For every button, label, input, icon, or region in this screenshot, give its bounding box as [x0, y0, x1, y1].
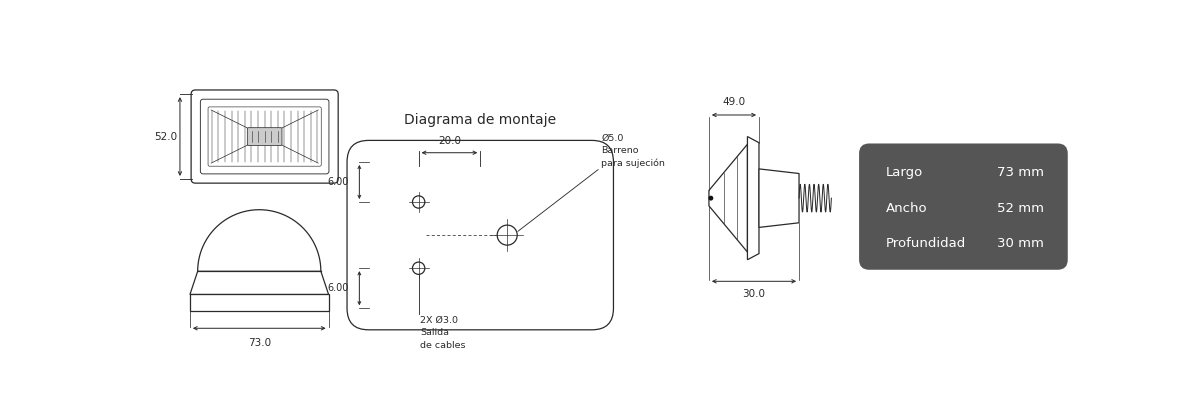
- FancyBboxPatch shape: [859, 144, 1068, 270]
- FancyBboxPatch shape: [191, 90, 338, 183]
- FancyBboxPatch shape: [200, 99, 329, 174]
- Text: 30.0: 30.0: [743, 289, 766, 299]
- Text: 6.00: 6.00: [328, 177, 348, 187]
- Polygon shape: [190, 271, 329, 294]
- Text: Ø5.0
Barreno
para sujeción: Ø5.0 Barreno para sujeción: [601, 133, 665, 168]
- Circle shape: [413, 196, 425, 208]
- Polygon shape: [190, 294, 329, 311]
- FancyBboxPatch shape: [208, 107, 322, 166]
- Text: 30 mm: 30 mm: [997, 237, 1044, 250]
- Text: 49.0: 49.0: [722, 97, 745, 107]
- FancyBboxPatch shape: [347, 140, 613, 330]
- Text: 52 mm: 52 mm: [997, 202, 1044, 215]
- FancyBboxPatch shape: [247, 128, 282, 146]
- Text: Ancho: Ancho: [886, 202, 928, 215]
- Polygon shape: [709, 144, 748, 252]
- Circle shape: [413, 262, 425, 274]
- Text: 2X Ø3.0
Salida
de cables: 2X Ø3.0 Salida de cables: [420, 316, 466, 350]
- Polygon shape: [758, 169, 799, 228]
- Text: 6.00: 6.00: [328, 283, 348, 293]
- Polygon shape: [748, 136, 758, 260]
- Text: 20.0: 20.0: [438, 136, 461, 146]
- Text: Largo: Largo: [886, 166, 923, 180]
- Text: 52.0: 52.0: [155, 132, 178, 142]
- Text: 73.0: 73.0: [247, 338, 271, 348]
- Text: Profundidad: Profundidad: [886, 237, 966, 250]
- Circle shape: [708, 196, 713, 201]
- Circle shape: [497, 225, 517, 245]
- Text: Diagrama de montaje: Diagrama de montaje: [404, 113, 557, 127]
- Text: 73 mm: 73 mm: [997, 166, 1044, 180]
